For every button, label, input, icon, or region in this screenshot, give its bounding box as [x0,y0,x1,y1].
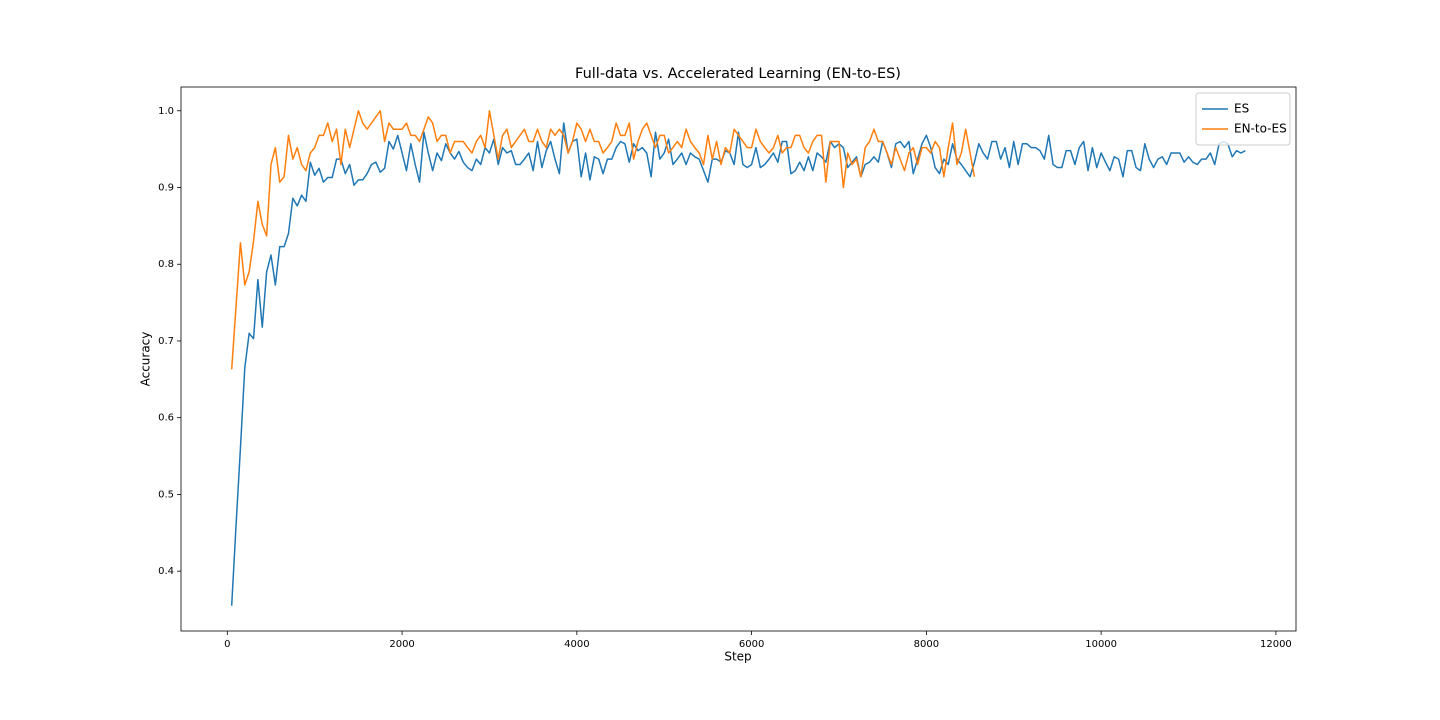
chart-title: Full-data vs. Accelerated Learning (EN-t… [575,66,901,82]
legend-label: ES [1234,102,1249,116]
x-tick-label: 10000 [1085,639,1117,650]
y-tick-label: 0.7 [158,336,174,347]
x-tick-label: 12000 [1260,639,1292,650]
y-tick-label: 0.9 [158,183,174,194]
y-axis-label: Accuracy [139,332,153,387]
series-line [230,122,1246,606]
x-tick-label: 0 [224,639,230,650]
legend-box [1195,92,1291,146]
x-tick-label: 4000 [564,639,589,650]
x-tick-label: 8000 [914,639,939,650]
y-tick-label: 0.6 [158,413,174,424]
y-tick-label: 0.4 [158,566,174,577]
y-tick-label: 0.8 [158,259,174,270]
y-tick-label: 1.0 [158,106,174,117]
y-tick-label: 0.5 [158,489,174,500]
series-line [230,110,976,370]
x-tick-label: 6000 [739,639,764,650]
x-tick-label: 2000 [389,639,414,650]
legend-label: EN-to-ES [1234,122,1287,136]
x-axis-label: Step [724,650,751,664]
plot-frame [180,86,1297,632]
